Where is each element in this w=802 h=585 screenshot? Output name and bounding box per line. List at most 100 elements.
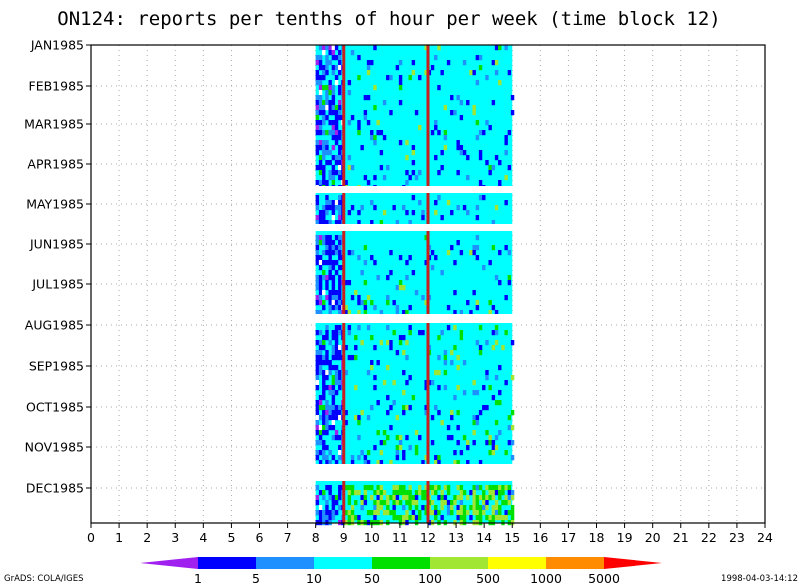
heatmap-cell bbox=[315, 235, 320, 241]
heatmap-cell bbox=[325, 100, 329, 106]
heatmap-cell bbox=[504, 245, 508, 251]
heatmap-cell bbox=[331, 390, 336, 396]
heatmap-cell bbox=[328, 310, 332, 316]
heatmap-cell bbox=[318, 350, 323, 356]
heatmap-cell bbox=[504, 380, 508, 386]
heatmap-cell bbox=[510, 495, 515, 501]
heatmap-cell bbox=[328, 405, 332, 411]
x-tick-label: 24 bbox=[757, 530, 773, 545]
heatmap-cell bbox=[382, 135, 387, 141]
heatmap-cell bbox=[392, 505, 396, 511]
heatmap-cell bbox=[318, 405, 323, 411]
heatmap-cell bbox=[434, 55, 438, 61]
heatmap-cell bbox=[405, 140, 409, 146]
heatmap-cell bbox=[466, 175, 470, 181]
heatmap-cell bbox=[318, 120, 323, 126]
heatmap-cell bbox=[331, 65, 336, 71]
heatmap-cell bbox=[328, 80, 332, 86]
heatmap-cell bbox=[466, 510, 470, 516]
heatmap-cell bbox=[328, 415, 332, 421]
heatmap-cell bbox=[443, 485, 448, 491]
heatmap-cell bbox=[325, 210, 329, 216]
heatmap-cell bbox=[334, 130, 339, 136]
heatmap-cell bbox=[331, 135, 336, 141]
heatmap-cell bbox=[325, 485, 329, 491]
heatmap-cell bbox=[328, 220, 332, 226]
heatmap-cell bbox=[338, 280, 342, 286]
heatmap-cell bbox=[408, 505, 412, 511]
heatmap-cell bbox=[363, 455, 368, 461]
heatmap-cell bbox=[443, 370, 448, 376]
heatmap-cell bbox=[318, 215, 323, 221]
heatmap-cell bbox=[331, 335, 336, 341]
y-tick-label: MAY1985 bbox=[26, 197, 84, 212]
heatmap-cell bbox=[322, 445, 326, 451]
heatmap-cell bbox=[475, 305, 480, 311]
heatmap-cell bbox=[501, 485, 505, 491]
heatmap-cell bbox=[334, 155, 339, 161]
heatmap-cell bbox=[478, 510, 483, 516]
heatmap-cell bbox=[443, 130, 448, 136]
heatmap-cell bbox=[376, 275, 380, 281]
heatmap-cell bbox=[411, 170, 416, 176]
heatmap-cell bbox=[347, 490, 352, 496]
heatmap-cell bbox=[325, 455, 329, 461]
y-tick-label: DEC1985 bbox=[26, 481, 84, 496]
heatmap-cell bbox=[322, 65, 326, 71]
heatmap-cell bbox=[322, 260, 326, 266]
heatmap-cell bbox=[331, 305, 336, 311]
heatmap-cell bbox=[418, 510, 422, 516]
heatmap-cell bbox=[357, 220, 361, 226]
heatmap-cell bbox=[501, 490, 505, 496]
heatmap-cell bbox=[315, 385, 320, 391]
heatmap-cell bbox=[331, 385, 336, 391]
heatmap-cell bbox=[331, 240, 336, 246]
heatmap-cell bbox=[398, 140, 403, 146]
heatmap-cell bbox=[322, 495, 326, 501]
heatmap-cell bbox=[450, 505, 454, 511]
x-tick-label: 10 bbox=[364, 530, 380, 545]
heatmap-cell bbox=[482, 490, 486, 496]
heatmap-cell bbox=[411, 145, 416, 151]
heatmap-cell bbox=[373, 305, 377, 311]
heatmap-cell bbox=[322, 385, 326, 391]
heatmap-cell bbox=[414, 430, 419, 436]
heatmap-cell bbox=[472, 500, 476, 506]
y-tick-label: AUG1985 bbox=[25, 318, 84, 333]
heatmap-cell bbox=[466, 155, 470, 161]
heatmap-cell bbox=[475, 515, 480, 521]
heatmap-cell bbox=[386, 495, 390, 501]
heatmap-cell bbox=[322, 210, 326, 216]
heatmap-cell bbox=[328, 510, 332, 516]
heatmap-cell bbox=[315, 450, 320, 456]
heatmap-cell bbox=[350, 510, 355, 516]
heatmap-cell bbox=[325, 280, 329, 286]
heatmap-cell bbox=[331, 250, 336, 256]
heatmap-cell bbox=[334, 500, 339, 506]
heatmap-cell bbox=[494, 275, 499, 281]
heatmap-cell bbox=[411, 160, 416, 166]
heatmap-cell bbox=[472, 440, 476, 446]
heatmap-cell bbox=[398, 80, 403, 86]
heatmap-cell bbox=[498, 45, 502, 51]
heatmap-cell bbox=[325, 115, 329, 121]
heatmap-cell bbox=[322, 85, 326, 91]
heatmap-cell bbox=[421, 210, 425, 216]
heatmap-cell bbox=[338, 195, 342, 201]
heatmap-cell bbox=[357, 310, 361, 316]
heatmap-cell bbox=[446, 425, 451, 431]
heatmap-cell bbox=[498, 280, 502, 286]
heatmap-cell bbox=[482, 195, 486, 201]
heatmap-cell bbox=[459, 250, 464, 256]
heatmap-cell bbox=[315, 280, 320, 286]
heatmap-cell bbox=[507, 275, 512, 281]
heatmap-cell bbox=[498, 250, 502, 256]
heatmap-cell bbox=[379, 340, 384, 346]
heatmap-cell bbox=[318, 90, 323, 96]
heatmap-cell bbox=[405, 515, 409, 521]
heatmap-cell bbox=[408, 375, 412, 381]
heatmap-cell bbox=[366, 95, 371, 101]
heatmap-cell bbox=[398, 85, 403, 91]
heatmap-cell bbox=[478, 485, 483, 491]
heatmap-cell bbox=[318, 295, 323, 301]
